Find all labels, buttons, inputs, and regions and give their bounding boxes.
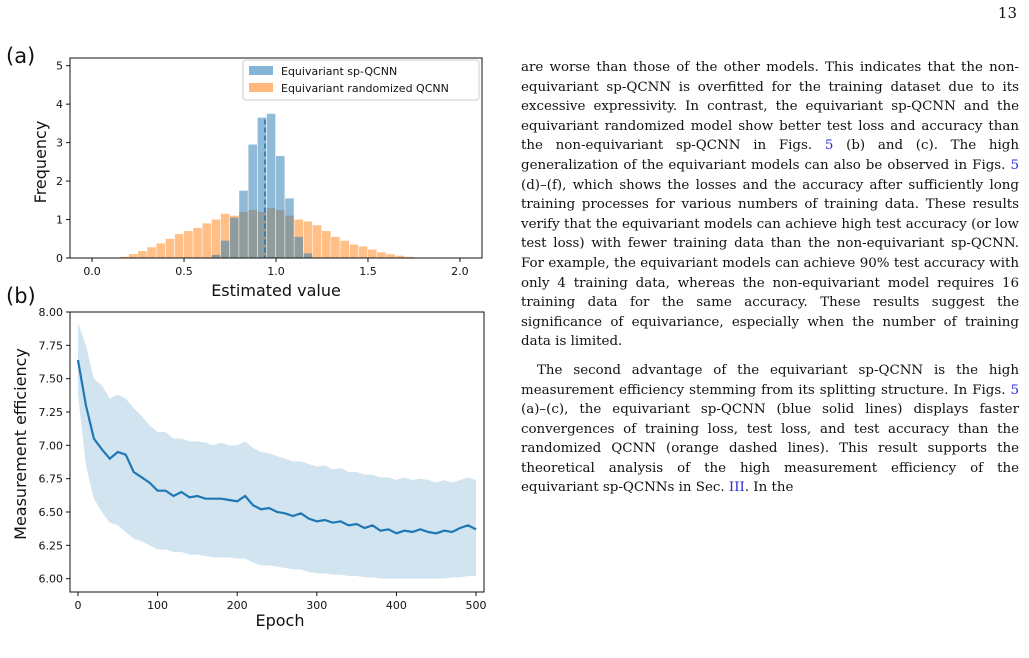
histogram-bar-orange (165, 238, 175, 258)
figure-ref-link[interactable]: 5 (824, 138, 834, 154)
y-tick-label: 6.00 (39, 573, 64, 586)
histogram-bar-orange (174, 234, 184, 258)
efficiency-std-band (77, 322, 477, 579)
paragraph-1-part-a: are worse than those of the other models… (521, 60, 1019, 154)
x-tick-label: 0.0 (83, 265, 101, 278)
x-tick-label: 200 (227, 599, 248, 612)
x-tick-label: 300 (306, 599, 327, 612)
histogram-bar-blue (285, 198, 294, 258)
histogram-bar-orange (128, 254, 138, 258)
histogram-bar-orange (202, 223, 212, 258)
y-tick-label: 7.00 (39, 439, 64, 452)
histogram-ylabel: Frequency (31, 121, 50, 204)
histogram-bar-orange (303, 221, 313, 258)
histogram-bar-orange (211, 219, 221, 258)
x-tick-label: 100 (147, 599, 168, 612)
efficiency-plot-area: 0 100 200 300 400 500 6.00 6.25 6.50 6.75 7.00 7.25… (39, 306, 487, 612)
figure-ref-link[interactable]: 5 (1010, 382, 1019, 398)
histogram-bar-orange (386, 254, 395, 258)
histogram-bar-blue (276, 156, 285, 258)
legend-label: Equivariant sp-QCNN (281, 65, 397, 78)
legend-box (242, 59, 480, 101)
y-tick-label: 6.25 (39, 539, 64, 552)
histogram-bar-orange (331, 236, 340, 258)
histogram-bar-blue (248, 144, 258, 258)
histogram-bar-orange (156, 243, 166, 258)
efficiency-xlabel: Epoch (256, 611, 305, 630)
histogram-bar-orange (395, 255, 405, 258)
histogram-bar-orange (404, 256, 414, 258)
histogram-bar-orange (147, 247, 156, 258)
y-tick-label: 7.50 (39, 373, 64, 386)
histogram-bar-blue (303, 253, 313, 258)
histogram-bar-orange (367, 249, 377, 258)
figure-ref-link[interactable]: 5 (1010, 157, 1019, 173)
legend-swatch (249, 66, 273, 75)
y-tick-label: 6.50 (39, 506, 64, 519)
histogram-bar-orange (321, 231, 331, 258)
y-tick-label: 8.00 (39, 306, 64, 319)
y-tick-label: 4 (56, 98, 63, 111)
legend-label: Equivariant randomized QCNN (281, 82, 449, 95)
histogram-bar-orange (377, 252, 386, 258)
section-ref-link[interactable]: III (728, 480, 745, 496)
panel-a-label: (a) (6, 44, 36, 68)
paragraph-2-part-a: The second advantage of the equivariant … (521, 362, 1019, 398)
panel-b-label: (b) (6, 284, 36, 308)
x-tick-label: 500 (466, 599, 487, 612)
y-tick-label: 5 (56, 60, 63, 73)
y-tick-label: 2 (56, 175, 63, 188)
x-tick-label: 0 (74, 599, 81, 612)
y-tick-label: 1 (56, 214, 63, 227)
histogram-bar-orange (340, 240, 349, 258)
histogram-bar-orange (349, 244, 359, 258)
histogram-bar-orange (138, 251, 147, 258)
y-tick-label: 7.25 (39, 406, 64, 419)
efficiency-mean-line (76, 359, 477, 535)
paragraph-2-part-c: . In the (744, 480, 794, 496)
histogram-bar-blue (230, 217, 239, 258)
histogram-bar-blue (211, 254, 221, 258)
histogram-bar-orange (119, 256, 129, 258)
histogram-xlabel: Estimated value (211, 281, 341, 300)
histogram-bar-blue (266, 113, 276, 259)
paragraph-1-part-b: (b) and (c). The high generalization of … (521, 138, 1019, 173)
histogram-bar-orange (193, 228, 202, 258)
histogram-bar-blue (294, 236, 303, 258)
x-tick-label: 1.5 (359, 265, 377, 278)
histogram-bar-blue (220, 240, 230, 258)
y-tick-label: 7.75 (39, 339, 64, 352)
efficiency-ylabel: Measurement efficiency (11, 348, 30, 540)
paragraph-1-part-c: (d)–(f), which shows the losses and the … (521, 177, 1019, 350)
y-tick-label: 6.75 (39, 473, 64, 486)
x-tick-label: 1.0 (267, 265, 285, 278)
paragraph-2-part-b: (a)–(c), the equivariant sp-QCNN (blue s… (521, 402, 1019, 496)
body-text-column: are worse than those of the other models… (521, 58, 1019, 498)
x-tick-label: 0.5 (175, 265, 193, 278)
legend-swatch (249, 83, 273, 92)
y-tick-label: 3 (56, 137, 63, 150)
x-tick-label: 400 (386, 599, 407, 612)
histogram-bar-orange (184, 231, 193, 258)
histogram-chart: 0.0 0.5 1.0 1.5 2.0 0 1 2 3 4 5 Equivariant sp-QCNN… (31, 57, 483, 300)
page-number: 13 (997, 4, 1017, 22)
histogram-bar-orange (312, 225, 322, 258)
efficiency-frame (69, 311, 485, 593)
histogram-bar-blue (239, 190, 248, 258)
y-tick-label: 0 (56, 252, 63, 265)
histogram-bar-orange (358, 246, 368, 258)
histogram-bar-orange (220, 213, 230, 258)
histogram-bar-blue (257, 117, 267, 258)
paragraph-1: are worse than those of the other models… (521, 58, 1019, 352)
paragraph-2: The second advantage of the equivariant … (521, 361, 1019, 498)
x-tick-label: 2.0 (451, 265, 469, 278)
histogram-plot-area: 0.0 0.5 1.0 1.5 2.0 0 1 2 3 4 5 Equivariant sp-QCNN… (56, 57, 483, 278)
efficiency-chart: 0 100 200 300 400 500 6.00 6.25 6.50 6.75 7.00 7.25… (11, 306, 487, 630)
